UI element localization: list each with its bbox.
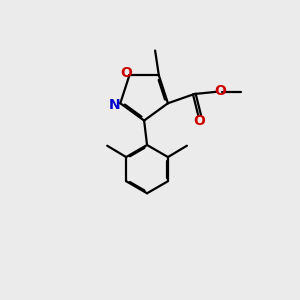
Text: O: O [194,114,206,128]
Text: O: O [214,84,226,98]
Text: N: N [109,98,121,112]
Text: O: O [120,66,132,80]
